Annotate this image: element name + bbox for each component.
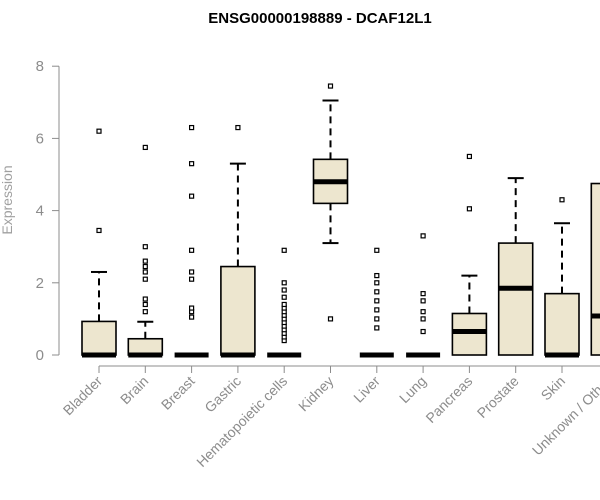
- outlier-point: [374, 298, 380, 304]
- outlier-point: [420, 309, 426, 315]
- outlier-point: [374, 272, 380, 279]
- y-axis: 0 2 4 6 8: [36, 58, 60, 364]
- outlier-point: [189, 314, 195, 320]
- box-body: [590, 182, 600, 356]
- x-tick-label: Skin: [538, 373, 569, 404]
- box-body: [497, 242, 534, 356]
- chart-title: ENSG00000198889 - DCAF12L1: [208, 10, 431, 27]
- box-unknown-other: [590, 182, 600, 356]
- x-tick-label: Bladder: [60, 373, 106, 419]
- outlier-point: [281, 247, 287, 253]
- y-axis-label: Expression: [0, 165, 15, 234]
- box-brain: [127, 144, 164, 358]
- outlier-point: [420, 298, 426, 304]
- outlier-point: [142, 296, 148, 302]
- x-tick-label: Brain: [117, 373, 151, 407]
- x-tick-label: Kidney: [295, 373, 337, 415]
- box-hematopoietic-cells: [267, 247, 302, 358]
- outlier-point: [189, 161, 195, 167]
- box-prostate: [497, 177, 534, 356]
- x-tick-label: Hematopoietic cells: [193, 373, 290, 470]
- outlier-point: [235, 124, 241, 131]
- outlier-point: [142, 258, 148, 264]
- outlier-point: [281, 287, 287, 293]
- outlier-point: [142, 301, 148, 308]
- outlier-point: [189, 124, 195, 131]
- outlier-point: [374, 325, 380, 331]
- outlier-point: [374, 289, 380, 295]
- outlier-point: [142, 263, 148, 270]
- outlier-point: [142, 144, 148, 151]
- box-liver: [359, 247, 394, 358]
- outlier-point: [327, 316, 334, 322]
- x-tick-label: Pancreas: [422, 373, 475, 426]
- outlier-point: [466, 206, 472, 212]
- box-body: [81, 320, 117, 356]
- box-body: [451, 312, 488, 356]
- outlier-point: [281, 301, 287, 308]
- outlier-point: [374, 307, 380, 313]
- y-tick-label: 4: [36, 203, 44, 220]
- outlier-point: [142, 269, 148, 275]
- outlier-point: [142, 244, 148, 250]
- outlier-point: [189, 269, 195, 275]
- x-tick-label: Lung: [396, 373, 429, 406]
- outlier-point: [420, 316, 426, 322]
- box-pancreas: [451, 153, 488, 356]
- outlier-point: [327, 83, 334, 89]
- outlier-point: [96, 227, 102, 234]
- outlier-point: [142, 309, 148, 315]
- y-tick-label: 2: [36, 275, 44, 292]
- outlier-point: [466, 153, 472, 160]
- outlier-point: [559, 197, 565, 203]
- box-breast: [174, 124, 209, 358]
- x-tick-label: Breast: [158, 373, 198, 413]
- box-body: [544, 292, 580, 356]
- outlier-point: [420, 291, 426, 297]
- box-skin: [544, 197, 580, 358]
- outlier-point: [189, 193, 195, 199]
- outlier-point: [281, 280, 287, 286]
- outlier-point: [189, 276, 195, 282]
- x-tick-label: Liver: [350, 373, 383, 406]
- box-gastric: [220, 124, 256, 358]
- box-body: [220, 265, 256, 356]
- outlier-point: [420, 328, 426, 335]
- outlier-point: [142, 276, 148, 282]
- outlier-point: [374, 247, 380, 253]
- x-tick-label: Gastric: [201, 373, 244, 416]
- box-bladder: [81, 128, 117, 358]
- outlier-point: [374, 316, 380, 322]
- y-tick-label: 8: [36, 58, 44, 75]
- outlier-point: [374, 280, 380, 286]
- box-kidney: [312, 83, 349, 322]
- y-tick-label: 6: [36, 130, 44, 147]
- outlier-point: [420, 233, 426, 239]
- box-group: [81, 83, 600, 358]
- outlier-point: [189, 305, 195, 311]
- box-lung: [406, 233, 441, 358]
- x-tick-label: Prostate: [474, 373, 522, 421]
- outlier-point: [281, 294, 287, 300]
- y-tick-label: 0: [36, 347, 44, 364]
- outlier-point: [189, 247, 195, 253]
- outlier-point: [96, 128, 102, 134]
